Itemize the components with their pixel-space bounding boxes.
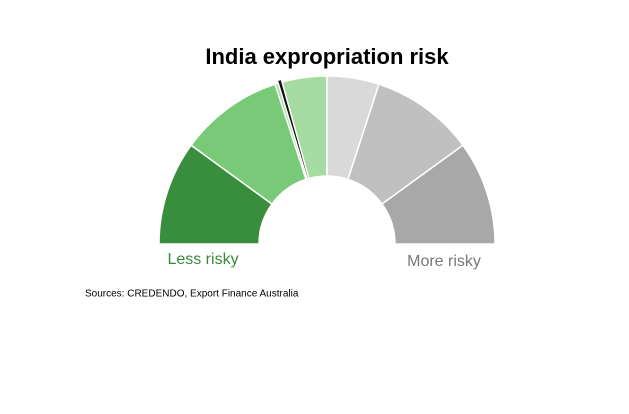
- low-label: Less risky: [167, 251, 238, 268]
- high-label: More risky: [407, 253, 481, 270]
- chart-title: India expropriation risk: [205, 44, 449, 69]
- needle: [276, 78, 328, 245]
- gauge-segment: [380, 144, 496, 245]
- source-note: Sources: CREDENDO, Export Finance Austra…: [85, 289, 299, 300]
